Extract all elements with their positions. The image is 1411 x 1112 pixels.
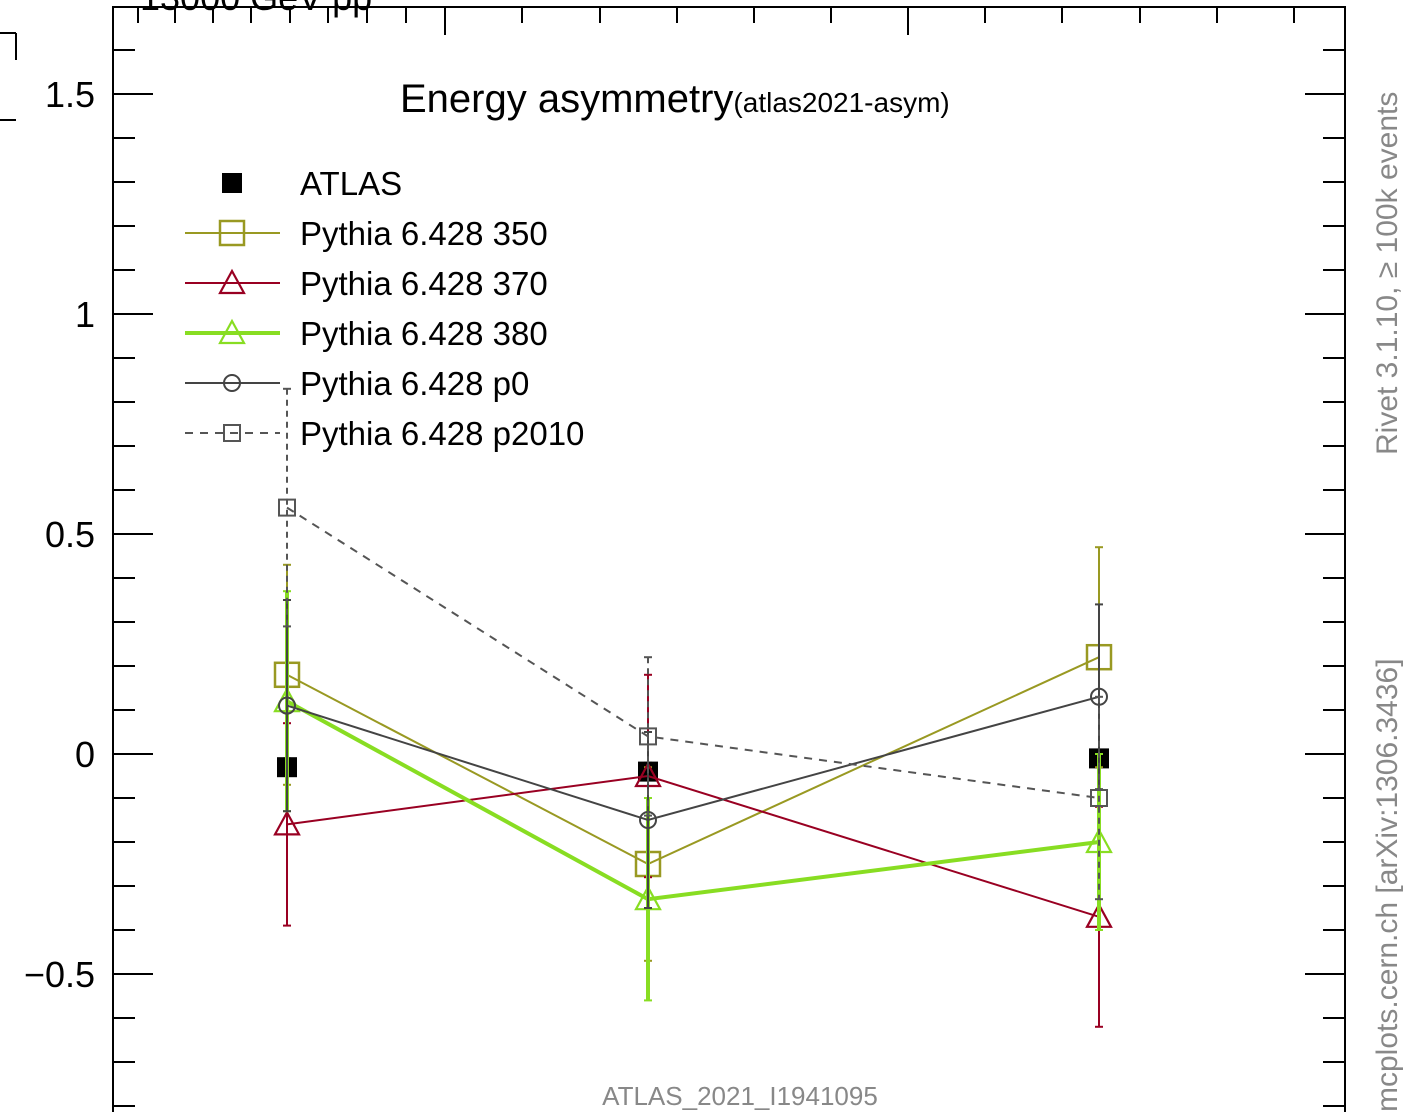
series-4 (278, 599, 1108, 909)
legend-item: Pythia 6.428 p2010 (185, 415, 584, 452)
series-line (286, 774, 1100, 918)
series-1 (273, 546, 1113, 962)
y-tick-label: 1 (75, 294, 95, 335)
series-layer (273, 387, 1113, 1028)
data-point (1090, 789, 1108, 807)
legend-label: Pythia 6.428 370 (300, 265, 548, 302)
legend-item: ATLAS (222, 165, 402, 202)
plot-frame (112, 6, 1346, 1112)
legend-marker (218, 318, 246, 345)
series-3 (273, 590, 1113, 1002)
legend: ATLAS Pythia 6.428 350 Pythia 6.428 370 Pyt… (185, 165, 584, 452)
legend-marker (223, 374, 241, 392)
legend-label: Pythia 6.428 380 (300, 315, 548, 352)
series-5 (278, 387, 1108, 901)
data-point (273, 810, 301, 836)
series-line (286, 695, 1100, 822)
y-axis-ticks (0, 32, 1345, 1107)
y-tick-label: 1.5 (45, 74, 95, 115)
chart-title-main: Energy asymmetry (400, 77, 733, 121)
chart-title: Energy asymmetry(atlas2021-asym) (400, 77, 950, 121)
legend-marker (218, 268, 246, 295)
legend-label: Pythia 6.428 350 (300, 215, 548, 252)
y-axis-tick-labels: 1.5 1 0.5 0 −0.5 (24, 74, 95, 995)
legend-item: Pythia 6.428 380 (185, 315, 548, 352)
chart-title-sub: (atlas2021-asym) (733, 87, 949, 118)
legend-item: Pythia 6.428 p0 (185, 365, 529, 402)
legend-marker (223, 424, 241, 442)
x-axis-ticks (137, 7, 1295, 35)
legend-item: Pythia 6.428 370 (185, 265, 548, 302)
legend-label: Pythia 6.428 p2010 (300, 415, 584, 452)
legend-marker (222, 173, 242, 193)
legend-marker (218, 219, 246, 247)
legend-label: Pythia 6.428 p0 (300, 365, 529, 402)
y-tick-label: 0.5 (45, 514, 95, 555)
data-point (278, 696, 296, 715)
data-point (278, 498, 296, 517)
legend-item: Pythia 6.428 350 (185, 215, 548, 252)
y-tick-label: −0.5 (24, 954, 95, 995)
header-partial: 13000 GeV pp (140, 0, 372, 18)
data-point (634, 884, 662, 911)
rivet-version-label: Rivet 3.1.10, ≥ 100k events (1371, 92, 1404, 455)
data-point (1090, 687, 1108, 706)
legend-label: ATLAS (300, 165, 402, 202)
mcplots-label: mcplots.cern.ch [arXiv:1306.3436] (1371, 658, 1404, 1112)
data-point (639, 727, 657, 746)
series-line (286, 506, 1100, 799)
series-line (286, 656, 1100, 866)
analysis-id: ATLAS_2021_I1941095 (602, 1081, 878, 1111)
y-tick-label: 0 (75, 734, 95, 775)
